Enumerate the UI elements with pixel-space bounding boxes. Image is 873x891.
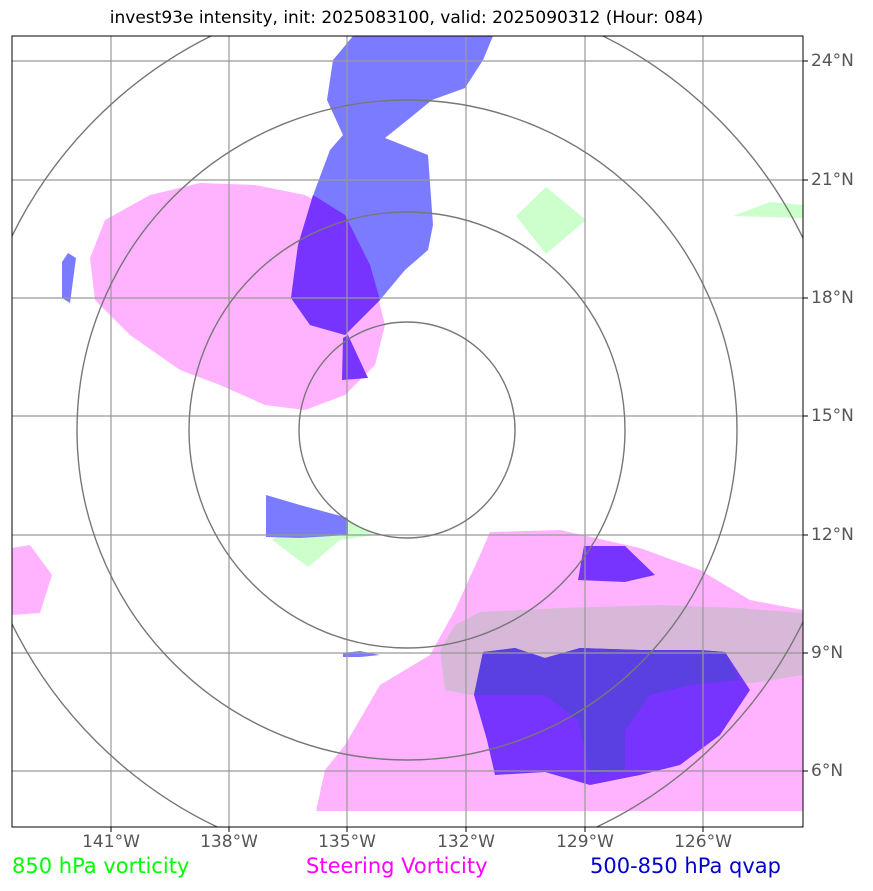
qvap-area bbox=[343, 651, 380, 657]
lat-label: 9°N bbox=[811, 643, 844, 663]
lat-label: 12°N bbox=[811, 525, 854, 545]
vorticity-850-area bbox=[516, 187, 586, 254]
distance-rings bbox=[12, 36, 803, 827]
overlap-area bbox=[578, 546, 655, 582]
distance-ring bbox=[188, 211, 626, 649]
lat-label: 6°N bbox=[811, 761, 844, 781]
grid-lines bbox=[12, 36, 803, 827]
lon-label: 138°W bbox=[200, 832, 258, 852]
lon-label: 141°W bbox=[82, 832, 140, 852]
distance-ring bbox=[76, 99, 738, 761]
lon-label: 126°W bbox=[674, 832, 732, 852]
lat-label: 24°N bbox=[811, 51, 854, 71]
lat-label: 15°N bbox=[811, 406, 854, 426]
lat-label: 21°N bbox=[811, 170, 854, 190]
qvap-area bbox=[266, 495, 348, 538]
overlap-shade bbox=[474, 648, 740, 775]
overlap-area bbox=[342, 335, 368, 380]
vorticity-850-area bbox=[733, 202, 803, 218]
lon-label: 132°W bbox=[437, 832, 495, 852]
legend-850-vorticity: 850 hPa vorticity bbox=[12, 854, 190, 878]
lon-label: 129°W bbox=[556, 832, 614, 852]
qvap-steering-overlap bbox=[291, 195, 750, 785]
axis-ticks bbox=[110, 60, 808, 832]
qvap-area bbox=[62, 253, 76, 303]
map-title: invest93e intensity, init: 2025083100, v… bbox=[109, 8, 704, 28]
map-frame bbox=[11, 35, 804, 828]
overlap-area bbox=[291, 195, 380, 335]
legend-steering-vorticity: Steering Vorticity bbox=[306, 854, 488, 878]
steering-vorticity-area bbox=[12, 545, 52, 615]
distance-ring bbox=[298, 321, 516, 539]
lon-label: 135°W bbox=[318, 832, 376, 852]
lat-label: 18°N bbox=[811, 288, 854, 308]
legend-qvap: 500-850 hPa qvap bbox=[590, 854, 781, 878]
